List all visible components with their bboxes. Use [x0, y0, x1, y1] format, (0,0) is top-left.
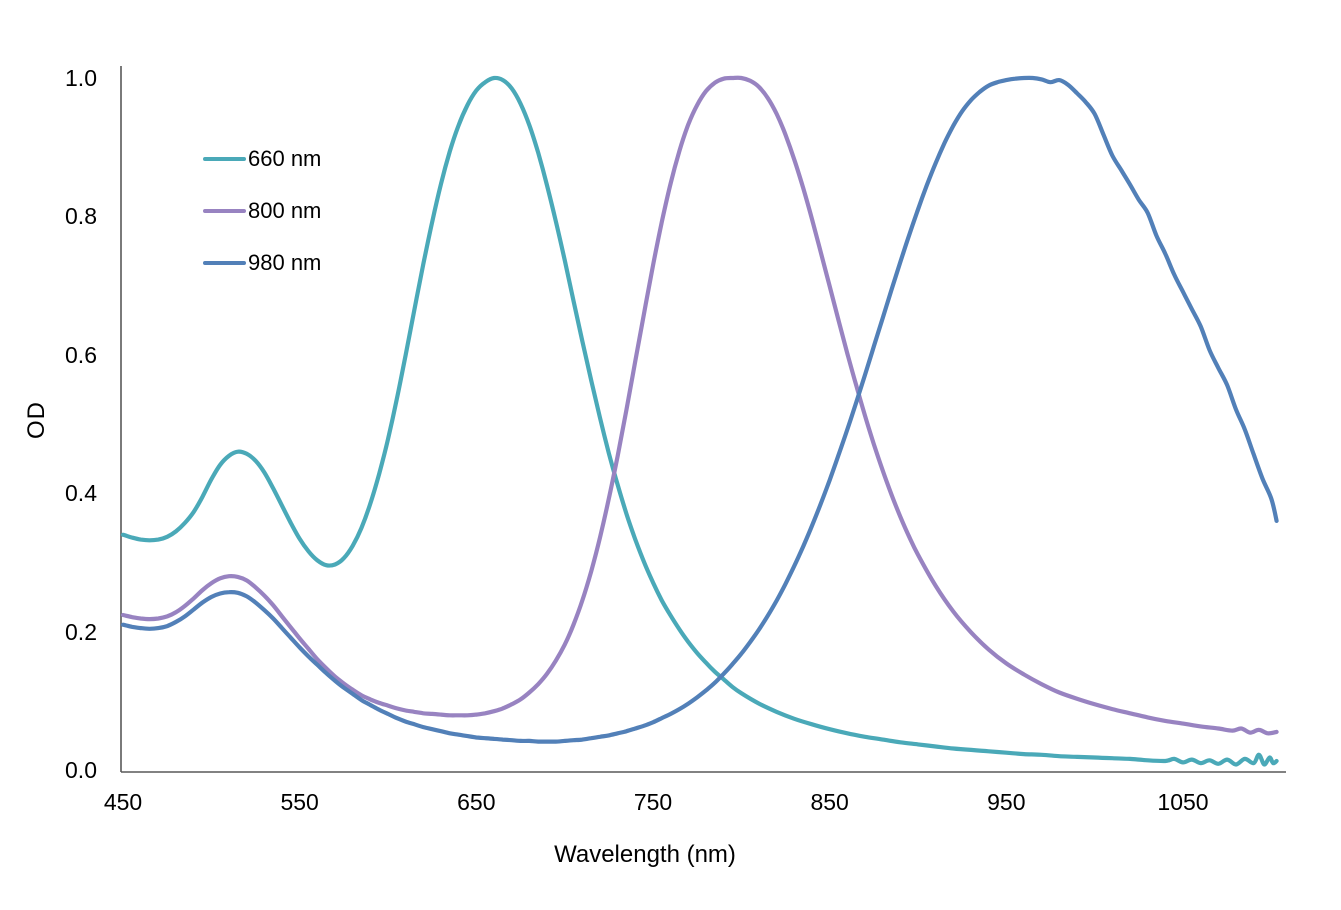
y-tick-label: 0.0 [65, 757, 97, 783]
x-tick-label: 450 [103, 789, 143, 815]
legend-swatch-line [203, 208, 246, 214]
y-tick-label: 1.0 [65, 65, 97, 91]
x-tick-label: 1050 [1157, 789, 1209, 815]
series-line-980-nm [120, 75, 1279, 744]
x-tick-label: 850 [810, 789, 849, 815]
legend-item: 800 nm [203, 185, 321, 237]
legend-item: 660 nm [203, 133, 321, 185]
x-axis-title: Wavelength (nm) [554, 841, 736, 868]
legend-label: 980 nm [248, 250, 322, 275]
y-tick-label: 0.2 [65, 618, 97, 645]
y-tick-label: 0.6 [65, 341, 97, 368]
series-line-800-nm [120, 75, 1279, 736]
x-tick-label: 950 [987, 789, 1026, 815]
x-tick-label: 650 [457, 789, 496, 815]
y-tick-label: 0.8 [65, 203, 97, 230]
series-line-660-nm [120, 75, 1279, 767]
y-axis-title: OD [23, 401, 50, 439]
legend-label: 800 nm [248, 198, 322, 223]
x-tick-label: 750 [633, 789, 673, 815]
legend-label: 660 nm [248, 146, 322, 171]
legend-swatch-line [203, 260, 246, 266]
legend-swatch-line [203, 156, 246, 162]
legend: 660 nm 800 nm 980 nm [203, 133, 321, 289]
y-tick-label: 0.4 [65, 480, 97, 507]
x-tick-label: 550 [280, 789, 319, 815]
legend-item: 980 nm [203, 237, 321, 289]
